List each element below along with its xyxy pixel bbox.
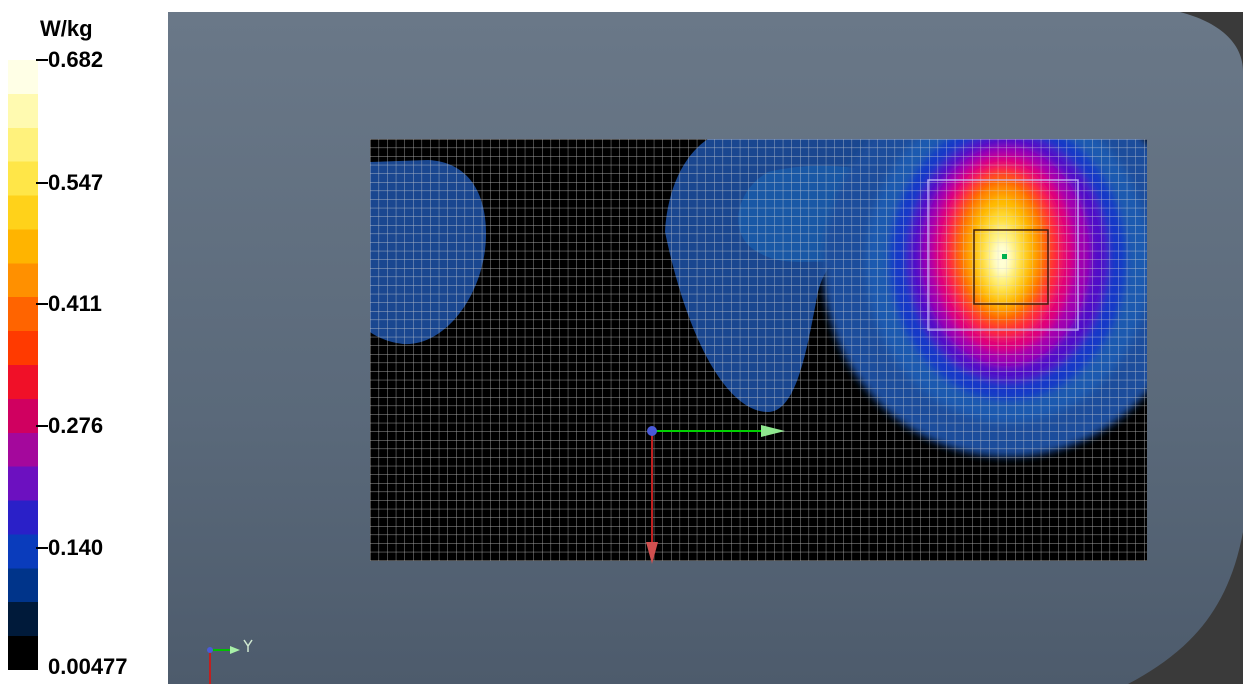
legend-tick [36, 547, 48, 549]
legend-label: 0.411 [48, 291, 102, 316]
peak-marker-icon [1002, 254, 1007, 259]
probe-origin-icon [646, 425, 785, 564]
legend-label: 0.276 [48, 413, 104, 438]
color-scale-bar [8, 60, 38, 670]
zoom-scan-box-outer [927, 179, 1079, 331]
3d-viewport[interactable] [168, 12, 1243, 684]
legend-tick [36, 425, 48, 427]
legend-tick [36, 303, 48, 305]
legend-label-min: 0.00477 [48, 654, 128, 679]
legend-label: 0.140 [48, 535, 104, 560]
legend-tick [36, 182, 48, 184]
legend-label-max: 0.682 [48, 47, 104, 72]
color-scale-legend: W/kg 0.682 0.547 0.411 0.276 0.140 0.004… [0, 0, 168, 684]
orientation-axes-icon [207, 639, 253, 684]
zoom-scan-box-inner [973, 229, 1049, 305]
legend-label: 0.547 [48, 170, 104, 195]
legend-unit: W/kg [40, 16, 93, 41]
legend-tick-max [36, 59, 48, 61]
measurement-grid [370, 139, 1147, 561]
